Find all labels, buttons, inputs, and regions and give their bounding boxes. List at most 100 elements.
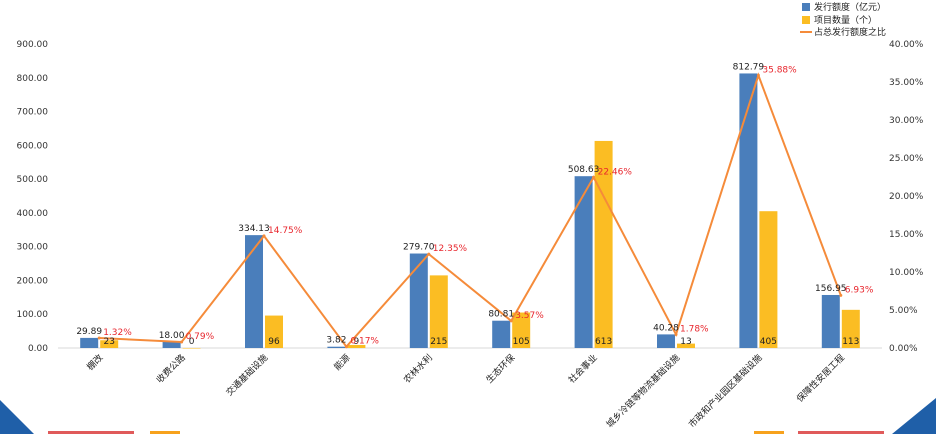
- corner-decoration-left: [0, 400, 34, 434]
- bar-amount-label: 508.63: [568, 165, 600, 175]
- category-label: 棚改: [84, 352, 105, 373]
- bar-count-label: 215: [430, 337, 447, 347]
- bar-amount-label: 29.89: [76, 327, 102, 337]
- bar-count-label: 23: [103, 337, 114, 347]
- bar-count: [182, 348, 201, 349]
- bar-amount-label: 80.81: [488, 310, 514, 320]
- ratio-label: 0.17%: [350, 337, 379, 347]
- right-axis-ticks: 0.00% 5.00% 10.00% 15.00% 20.00% 25.00% 30.00%…: [889, 40, 924, 354]
- category-label: 交通基础设施: [223, 352, 270, 399]
- legend-swatch-amount: [802, 3, 810, 11]
- category-label: 能源: [331, 352, 352, 373]
- bar-count-label: 405: [760, 337, 777, 347]
- legend-label-ratio: 占总发行额度之比: [814, 26, 886, 38]
- ratio-line: [99, 72, 842, 349]
- bar-count: [265, 315, 283, 348]
- bar-count: [100, 340, 119, 348]
- ratio-point: [344, 345, 348, 349]
- bar-amount: [739, 73, 758, 348]
- y2-tick-label: 5.00%: [889, 306, 918, 316]
- legend: 发行额度（亿元） 项目数量（个） 占总发行额度之比: [800, 1, 886, 38]
- bar-amount: [409, 253, 428, 348]
- bar-amount: [574, 176, 593, 348]
- bar-amount: [821, 294, 840, 348]
- category-label: 农林水利: [401, 352, 435, 386]
- category-label: 市政和产业园区基础设施: [686, 352, 764, 430]
- ratio-label: 0.79%: [186, 332, 215, 342]
- ratio-point: [592, 175, 596, 179]
- bar-count: [677, 343, 695, 348]
- y-tick-label: 300.00: [17, 243, 49, 253]
- y-tick-label: 0.00: [28, 344, 48, 354]
- y2-tick-label: 25.00%: [889, 154, 924, 164]
- category-label: 社会事业: [566, 352, 600, 386]
- category-label: 生态环保: [483, 352, 517, 386]
- ratio-point: [180, 340, 184, 344]
- ratio-point: [839, 293, 843, 297]
- category-labels: 棚改 收费公路 交通基础设施 能源 农林水利 生态环保 社会事业 城乡冷链等物流基础设施 市政和…: [84, 352, 847, 430]
- ratio-label: 35.88%: [762, 65, 797, 75]
- bar-count: [347, 344, 366, 348]
- ratio-point: [427, 252, 431, 256]
- ratio-point: [756, 73, 760, 77]
- bar-amount-label: 18.00: [159, 331, 185, 341]
- y-tick-label: 800.00: [17, 74, 49, 84]
- legend-label-amount: 发行额度（亿元）: [814, 1, 886, 13]
- bar-count: [841, 309, 860, 348]
- footer-strip-red-left: [48, 431, 134, 434]
- y-tick-label: 200.00: [17, 276, 49, 286]
- bars-series-1: [80, 73, 840, 348]
- bar-count-label: 0: [189, 337, 195, 347]
- bar-amount-label: 279.70: [403, 243, 435, 253]
- bar-amount: [657, 334, 675, 348]
- bar-count-label: 613: [595, 337, 612, 347]
- legend-label-count: 项目数量（个）: [814, 14, 877, 26]
- bar-count-label: 9: [354, 337, 360, 347]
- bar-amount: [245, 235, 263, 348]
- y2-tick-label: 0.00%: [889, 344, 918, 354]
- bar-amount: [327, 346, 346, 348]
- y2-tick-label: 10.00%: [889, 268, 924, 278]
- ratio-line-series: [97, 72, 843, 349]
- y-tick-label: 600.00: [17, 141, 49, 151]
- bar-count-label: 105: [513, 337, 530, 347]
- bar-amount-label: 40.28: [653, 323, 679, 333]
- ratio-label: 1.78%: [680, 324, 709, 334]
- y-tick-label: 500.00: [17, 175, 49, 185]
- y-tick-label: 900.00: [17, 40, 49, 50]
- bar-count-label: 96: [268, 337, 280, 347]
- category-label: 收费公路: [154, 352, 188, 386]
- bar-amount-label: 3.82: [326, 336, 346, 346]
- bar-count: [512, 312, 531, 348]
- footer-strip-orange-right: [754, 431, 784, 434]
- bars-series-2: [100, 140, 860, 349]
- ratio-label: 14.75%: [268, 226, 303, 236]
- ratio-point: [97, 336, 101, 340]
- category-label: 保障性安居工程: [794, 352, 847, 405]
- y2-tick-label: 20.00%: [889, 192, 924, 202]
- ratio-label: 12.35%: [433, 244, 468, 254]
- bar-amount: [492, 320, 511, 348]
- footer-strip-orange-left: [150, 431, 180, 434]
- ratio-label: 1.32%: [103, 328, 132, 338]
- ratio-label: 22.46%: [598, 167, 633, 177]
- category-label: 城乡冷链等物流基础设施: [604, 352, 682, 430]
- ratio-point: [509, 319, 513, 323]
- bar-amount: [80, 337, 99, 348]
- footer-strip-red-right: [798, 431, 884, 434]
- bar-count: [759, 211, 778, 348]
- ratio-point: [262, 234, 266, 238]
- y2-tick-label: 35.00%: [889, 78, 924, 88]
- ratio-label: 3.57%: [515, 311, 544, 321]
- bar-amount: [162, 341, 181, 348]
- y-tick-label: 100.00: [17, 310, 49, 320]
- bar-count: [594, 140, 613, 348]
- bar-count-label: 13: [680, 337, 691, 347]
- y-tick-label: 400.00: [17, 209, 49, 219]
- legend-swatch-count: [802, 16, 810, 24]
- bar-amount-label: 334.13: [238, 224, 270, 234]
- y-tick-label: 700.00: [17, 108, 49, 118]
- bar-count-label: 113: [842, 337, 859, 347]
